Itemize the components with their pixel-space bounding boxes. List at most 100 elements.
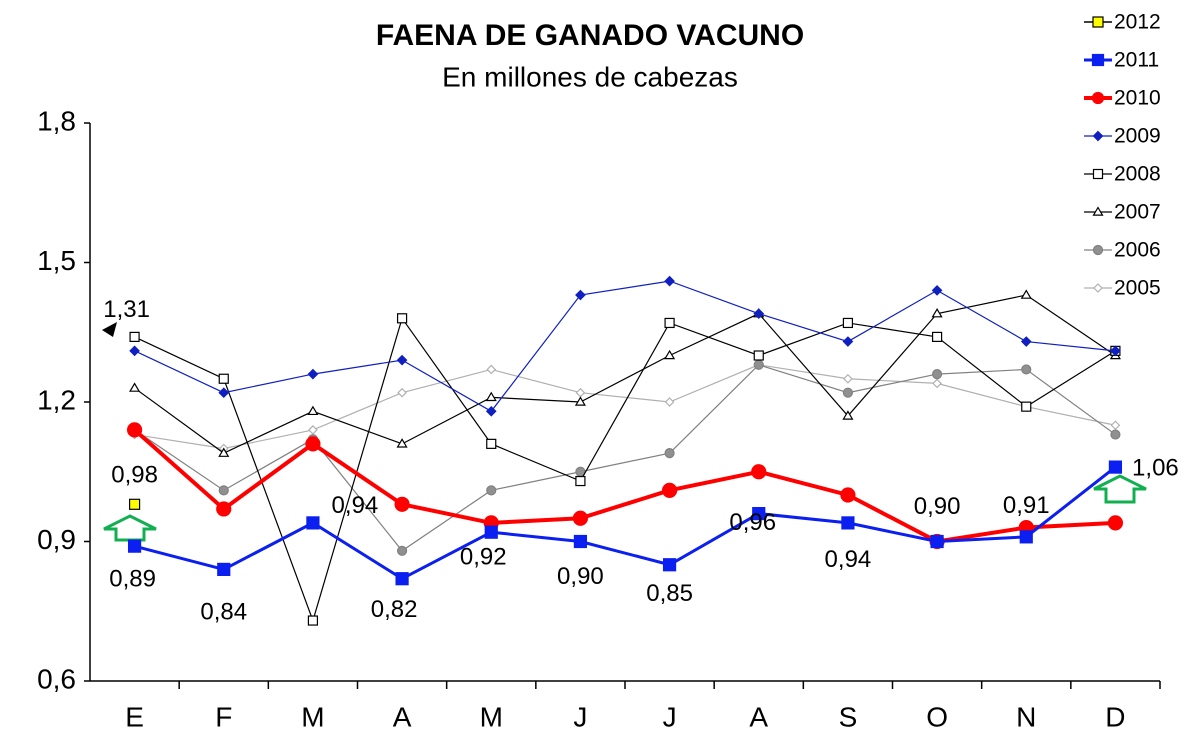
data-point (1108, 460, 1123, 474)
legend-label: 2007 (1114, 201, 1161, 224)
data-point (574, 396, 586, 406)
legend-marker (1092, 130, 1104, 142)
data-point (218, 447, 230, 457)
data-point (307, 615, 319, 626)
data-point (930, 534, 944, 549)
data-point (396, 545, 408, 556)
series-line (134, 280, 1116, 413)
data-label: 0,90 (914, 493, 961, 520)
data-point (841, 516, 855, 530)
data-point (394, 496, 410, 512)
series-line (134, 364, 1116, 450)
data-point (128, 498, 141, 510)
data-point (486, 364, 497, 375)
x-tick-label: A (393, 701, 412, 732)
data-point (308, 425, 318, 435)
data-point (1021, 401, 1032, 412)
data-point (1020, 336, 1032, 347)
data-point (129, 345, 140, 357)
legend-marker (1093, 283, 1103, 293)
data-point (931, 331, 943, 342)
data-point (664, 397, 675, 407)
data-point (485, 391, 497, 402)
legend-label: 2005 (1114, 277, 1161, 300)
data-point (307, 405, 319, 416)
data-point (1110, 429, 1121, 440)
chart-title: FAENA DE GANADO VACUNO (376, 19, 804, 52)
x-tick-label: N (1016, 701, 1036, 732)
x-tick-label: M (301, 701, 324, 732)
data-point (217, 562, 231, 577)
series-line (134, 465, 1117, 581)
data-label: 0,82 (371, 596, 418, 623)
legend-marker (1091, 91, 1105, 105)
data-point (216, 501, 232, 517)
data-point (753, 350, 764, 361)
x-tick-label: E (125, 701, 144, 732)
legend-label: 2006 (1114, 239, 1161, 262)
data-point (575, 475, 586, 487)
data-point (1021, 364, 1032, 375)
series-line (134, 294, 1116, 454)
data-point (840, 487, 856, 503)
data-point (1110, 420, 1121, 431)
data-point (127, 539, 142, 553)
data-point (751, 464, 767, 480)
data-label: 1,31 (103, 296, 150, 323)
y-tick-label: 0,9 (37, 524, 76, 555)
pointer-icon (102, 322, 117, 337)
x-tick-label: M (480, 701, 503, 732)
data-point (931, 369, 943, 380)
data-point (753, 308, 765, 319)
data-point (486, 438, 497, 449)
data-point (931, 307, 943, 318)
data-point (842, 410, 854, 420)
series-line (134, 364, 1116, 552)
data-label: 0,85 (646, 580, 693, 607)
data-point (396, 354, 408, 366)
data-label: 0,92 (460, 544, 507, 571)
y-tick-label: 1,5 (37, 245, 76, 276)
data-point (306, 516, 320, 530)
data-point (662, 558, 677, 572)
data-label: 0,84 (200, 599, 247, 626)
data-point (126, 422, 143, 438)
data-point (307, 368, 319, 380)
data-point (129, 382, 141, 392)
legend-marker (1091, 53, 1105, 67)
x-tick-label: S (839, 701, 858, 732)
x-tick-label: F (215, 701, 232, 732)
x-tick-label: A (749, 701, 768, 732)
x-tick-label: O (926, 701, 948, 732)
data-point (664, 349, 676, 360)
legend-marker (1092, 168, 1104, 180)
data-label: 0,94 (332, 492, 379, 519)
data-point (395, 572, 409, 586)
legend-label: 2011 (1114, 49, 1159, 72)
data-point (842, 317, 854, 329)
data-point (842, 387, 854, 398)
data-point (843, 373, 853, 384)
x-tick-label: J (663, 701, 677, 732)
data-point (396, 313, 408, 324)
arrow-icon (103, 514, 157, 542)
y-tick-label: 1,2 (37, 384, 76, 415)
data-point (218, 485, 229, 496)
legend-label: 2010 (1114, 87, 1161, 110)
data-label: 0,94 (825, 546, 872, 573)
data-point (575, 289, 586, 301)
data-point (932, 378, 942, 389)
data-point (486, 485, 497, 496)
data-point (485, 405, 497, 417)
legend-label: 2009 (1114, 125, 1161, 148)
data-point (573, 534, 588, 549)
data-label: 1,06 (1132, 454, 1179, 481)
data-label: 0,90 (557, 563, 604, 590)
legend-marker (1092, 16, 1104, 28)
data-point (572, 510, 589, 526)
chart-subtitle: En millones de cabezas (442, 61, 738, 92)
legend-label: 2012 (1114, 11, 1161, 34)
data-point (305, 436, 321, 452)
x-tick-label: D (1105, 701, 1125, 732)
